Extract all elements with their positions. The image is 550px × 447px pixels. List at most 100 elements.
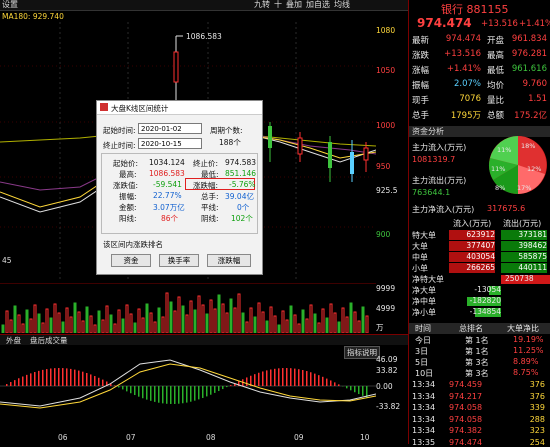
- volume-bar: [66, 308, 68, 333]
- macd-bar: [294, 369, 296, 386]
- quote-row-label: 量比: [487, 94, 504, 106]
- macd-bar: [14, 380, 16, 386]
- volume-bar: [38, 314, 40, 333]
- volume-bar: [302, 310, 304, 333]
- volume-chart[interactable]: [0, 283, 376, 333]
- volume-bar: [306, 319, 308, 333]
- volume-bar: [182, 306, 184, 333]
- stat-value: 102个: [231, 213, 253, 224]
- volume-bar: [246, 322, 248, 333]
- macd-bar: [318, 375, 320, 386]
- macd-bar: [274, 369, 276, 386]
- rank-by-change-button[interactable]: 涨跌幅: [207, 254, 251, 267]
- stat-label: 最高:: [119, 169, 137, 180]
- x-axis-label: 06: [58, 433, 68, 442]
- volume-bar: [154, 322, 156, 333]
- stat-value: 22.77%: [153, 191, 182, 200]
- quote-row-value: 9.760: [505, 79, 547, 89]
- tick-volume: 323: [509, 426, 545, 435]
- tab-after-hours[interactable]: 盘后成交量: [30, 335, 68, 346]
- tick-time: 13:34: [412, 415, 435, 424]
- macd-bar: [310, 372, 312, 386]
- macd-chart[interactable]: [0, 346, 376, 432]
- volume-bar: [54, 304, 56, 333]
- macd-bar: [134, 386, 136, 395]
- volume-bar: [42, 323, 44, 333]
- macd-bar: [118, 386, 120, 387]
- volume-bar: [254, 317, 256, 333]
- quote-row-value: 2.07%: [439, 79, 481, 89]
- stat-value: -59.541: [153, 180, 182, 189]
- macd-bar: [186, 386, 188, 403]
- start-time-label: 起始时间:: [103, 125, 136, 136]
- quote-row-label: 振幅: [412, 79, 429, 91]
- volume-bar: [106, 306, 108, 333]
- volume-bar: [138, 309, 140, 333]
- toolbar-btn-jiuzhuan[interactable]: 九转: [254, 0, 270, 10]
- toolbar-btn-ten[interactable]: 十: [274, 0, 282, 10]
- tick-volume: 376: [509, 392, 545, 401]
- toolbar-btn-add-watch[interactable]: 加自选: [306, 0, 330, 10]
- tick-volume: 339: [509, 403, 545, 412]
- macd-bar: [46, 369, 48, 386]
- quote-row-label: 总额: [487, 109, 504, 121]
- macd-bar: [346, 386, 348, 388]
- volume-bar: [170, 302, 172, 333]
- rank-by-amount-button[interactable]: 资金: [111, 254, 151, 267]
- volume-bar: [50, 318, 52, 333]
- ma180-label: MA180: 929.740: [2, 12, 64, 21]
- volume-bar: [362, 307, 364, 333]
- volume-bar: [286, 320, 288, 333]
- volume-bar: [186, 315, 188, 333]
- net-row-label: 净小单: [412, 307, 436, 318]
- outflow-label: 主力流出(万元): [412, 175, 466, 186]
- quote-row-label: 均价: [487, 79, 504, 91]
- flow-in-bar: 377407: [449, 241, 495, 251]
- macd-bar: [190, 386, 192, 402]
- tick-price: 974.459: [449, 380, 482, 389]
- volume-bar: [354, 312, 356, 333]
- macd-bar: [258, 373, 260, 386]
- x-axis-label: 09: [294, 433, 304, 442]
- quote-row-label: 最低: [487, 64, 504, 76]
- settings-menu[interactable]: 设置: [2, 0, 18, 10]
- toolbar-btn-overlay[interactable]: 叠加: [286, 0, 302, 10]
- price-axis-label: 950: [376, 162, 408, 171]
- net-row-label: 净大单: [412, 285, 436, 296]
- volume-bar: [310, 305, 312, 333]
- tick-volume: 288: [509, 415, 545, 424]
- period-count-label: 周期个数:: [210, 125, 243, 136]
- volume-bar: [30, 319, 32, 333]
- rank-row-time: 今日: [415, 335, 431, 346]
- start-time-input[interactable]: [138, 123, 202, 134]
- net-row-value: 250738: [505, 274, 549, 283]
- toolbar-btn-ma[interactable]: 均线: [334, 0, 350, 10]
- x-axis-label: 08: [206, 433, 216, 442]
- macd-bar: [70, 369, 72, 386]
- volume-bar: [10, 320, 12, 333]
- macd-bar: [166, 386, 168, 404]
- stat-value: 0个: [237, 202, 249, 213]
- end-time-input[interactable]: [138, 138, 202, 149]
- volume-bar: [174, 311, 176, 333]
- rank-head-ratio: 大单净比: [507, 323, 539, 334]
- macd-bar: [162, 386, 164, 403]
- quote-row-value: 961.834: [505, 34, 547, 44]
- macd-bar: [354, 386, 356, 392]
- macd-bar: [122, 386, 124, 389]
- volume-bar: [350, 303, 352, 333]
- volume-axis-label: 4999: [376, 304, 408, 313]
- volume-bar: [26, 310, 28, 333]
- rank-by-turnover-button[interactable]: 换手率: [159, 254, 199, 267]
- net-row-value: -13054: [457, 285, 501, 294]
- volume-bar: [230, 299, 232, 333]
- rank-row-ratio: 11.25%: [513, 346, 544, 355]
- tick-price: 974.058: [449, 403, 482, 412]
- quote-row-value: 976.281: [505, 49, 547, 59]
- macd-bar: [26, 375, 28, 386]
- macd-bar: [78, 371, 80, 386]
- macd-bar: [218, 386, 220, 391]
- macd-bar: [82, 372, 84, 386]
- tab-outer[interactable]: 外盘: [6, 335, 21, 346]
